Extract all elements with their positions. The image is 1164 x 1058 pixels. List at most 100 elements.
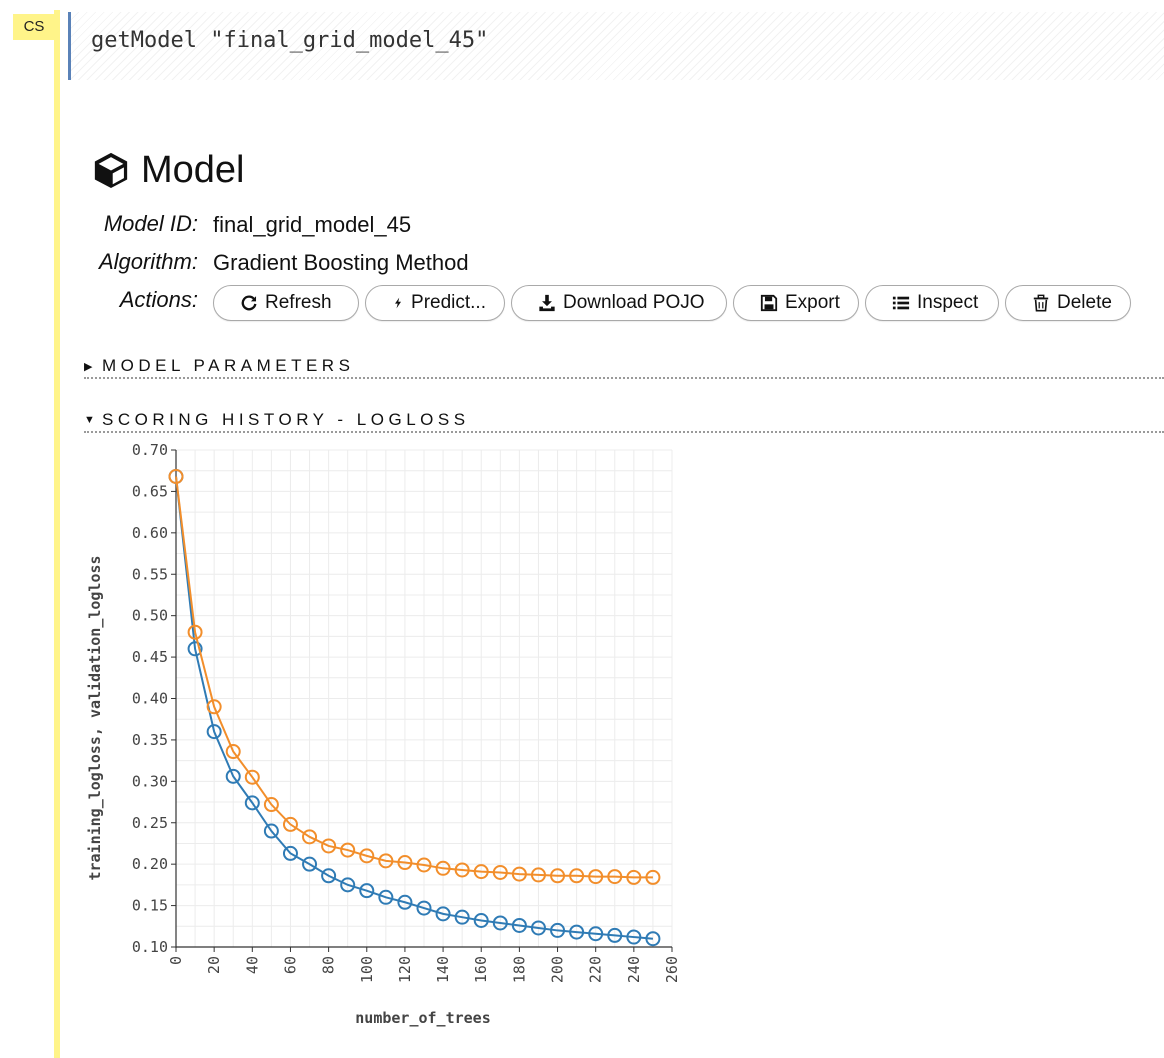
caret-right-icon: ▶	[84, 360, 93, 373]
refresh-icon	[241, 295, 257, 311]
y-axis-label: training_logloss, validation_logloss	[86, 555, 104, 880]
caret-down-icon: ▼	[84, 414, 95, 426]
x-tick-label: 80	[320, 956, 338, 974]
model-parameters-section-toggle[interactable]: ▶ MODEL PARAMETERS	[84, 355, 1164, 379]
y-tick-label: 0.55	[132, 565, 168, 583]
algorithm-label: Algorithm:	[98, 249, 198, 274]
series-line-validation_logloss	[175, 476, 653, 879]
data-point-validation_logloss	[340, 842, 356, 858]
y-tick-label: 0.60	[132, 524, 168, 542]
y-tick-label: 0.30	[132, 772, 168, 790]
data-point-validation_logloss	[359, 848, 375, 864]
x-tick-label: 100	[358, 956, 376, 983]
y-tick-label: 0.70	[132, 441, 168, 459]
data-point-validation_logloss	[550, 868, 566, 884]
cube-icon	[94, 152, 128, 189]
predict-button[interactable]: Predict...	[365, 285, 505, 321]
data-point-training_logloss	[511, 917, 527, 933]
data-point-training_logloss	[302, 856, 318, 872]
data-point-validation_logloss	[225, 744, 241, 760]
data-point-training_logloss	[626, 929, 642, 945]
download-pojo-label: Download POJO	[563, 292, 705, 313]
data-point-training_logloss	[588, 926, 604, 942]
scoring-history-label: SCORING HISTORY - LOGLOSS	[102, 410, 470, 429]
data-point-training_logloss	[282, 845, 298, 861]
y-tick-label: 0.10	[132, 938, 168, 956]
data-point-training_logloss	[416, 900, 432, 916]
data-point-validation_logloss	[435, 860, 451, 876]
actions-label: Actions:	[119, 287, 198, 312]
data-point-validation_logloss	[473, 864, 489, 880]
list-icon	[892, 296, 910, 310]
code-editor[interactable]: getModel "final_grid_model_45"	[68, 12, 1164, 80]
data-point-validation_logloss	[263, 797, 279, 813]
x-tick-label: 40	[243, 956, 261, 974]
y-tick-label: 0.40	[132, 690, 168, 708]
download-pojo-button[interactable]: Download POJO	[511, 285, 727, 321]
data-point-validation_logloss	[321, 838, 337, 854]
x-tick-label: 200	[549, 956, 567, 983]
data-point-training_logloss	[454, 909, 470, 925]
series-line-training_logloss	[175, 476, 654, 940]
algorithm-value: Gradient Boosting Method	[213, 250, 469, 275]
data-point-validation_logloss	[416, 857, 432, 873]
data-point-training_logloss	[550, 922, 566, 938]
data-point-validation_logloss	[206, 699, 222, 715]
chart-series	[168, 469, 661, 947]
data-point-validation_logloss	[511, 866, 527, 882]
model-id-value: final_grid_model_45	[213, 212, 412, 237]
y-tick-label: 0.35	[132, 731, 168, 749]
data-point-training_logloss	[645, 931, 661, 947]
cell-type-badge: CS	[13, 14, 55, 40]
data-point-training_logloss	[187, 641, 203, 657]
data-point-training_logloss	[530, 920, 546, 936]
y-tick-label: 0.65	[132, 482, 168, 500]
x-tick-label: 260	[663, 956, 681, 983]
data-point-training_logloss	[397, 894, 413, 910]
download-icon	[539, 294, 555, 312]
data-point-training_logloss	[492, 915, 508, 931]
refresh-button[interactable]: Refresh	[213, 285, 359, 321]
x-tick-label: 180	[510, 956, 528, 983]
delete-button[interactable]: Delete	[1005, 285, 1131, 321]
x-tick-label: 160	[472, 956, 490, 983]
data-point-validation_logloss	[244, 769, 260, 785]
data-point-validation_logloss	[454, 862, 470, 878]
data-point-validation_logloss	[492, 864, 508, 880]
inspect-button[interactable]: Inspect	[865, 285, 999, 321]
inspect-label: Inspect	[917, 292, 979, 313]
model-parameters-label: MODEL PARAMETERS	[102, 356, 355, 375]
x-tick-label: 240	[625, 956, 643, 983]
data-point-validation_logloss	[569, 868, 585, 884]
data-point-validation_logloss	[397, 855, 413, 871]
data-point-training_logloss	[321, 868, 337, 884]
scoring-history-chart: 0.10 0.15 0.20 0.25 0.30 0.35 0.40 0.45 0.50 0.55…	[86, 441, 681, 1027]
data-point-training_logloss	[340, 877, 356, 893]
export-button[interactable]: Export	[733, 285, 859, 321]
data-point-validation_logloss	[588, 869, 604, 885]
y-tick-label: 0.45	[132, 648, 168, 666]
chart-axes: 0.10 0.15 0.20 0.25 0.30 0.35 0.40 0.45 0.50 0.55…	[132, 441, 681, 983]
scoring-history-section-toggle[interactable]: ▼ SCORING HISTORY - LOGLOSS	[84, 409, 1164, 433]
y-tick-label: 0.25	[132, 814, 168, 832]
chart-grid	[175, 449, 673, 948]
data-point-validation_logloss	[187, 624, 203, 640]
data-point-validation_logloss	[530, 867, 546, 883]
data-point-training_logloss	[244, 795, 260, 811]
y-tick-label: 0.50	[132, 607, 168, 625]
trash-icon	[1033, 294, 1049, 312]
data-point-validation_logloss	[168, 469, 184, 485]
page-title: Model	[141, 148, 245, 191]
data-point-validation_logloss	[302, 829, 318, 845]
cell-gutter[interactable]	[54, 10, 60, 1058]
code-text[interactable]: getModel "final_grid_model_45"	[91, 28, 489, 53]
action-bar: Refresh Predict... Download POJO Export …	[213, 285, 1137, 323]
data-point-training_logloss	[206, 724, 222, 740]
data-point-training_logloss	[359, 883, 375, 899]
data-point-validation_logloss	[607, 869, 623, 885]
save-icon	[760, 294, 778, 312]
y-tick-label: 0.15	[132, 897, 168, 915]
x-tick-label: 120	[396, 956, 414, 983]
data-point-training_logloss	[263, 823, 279, 839]
model-id-label: Model ID:	[103, 211, 198, 236]
